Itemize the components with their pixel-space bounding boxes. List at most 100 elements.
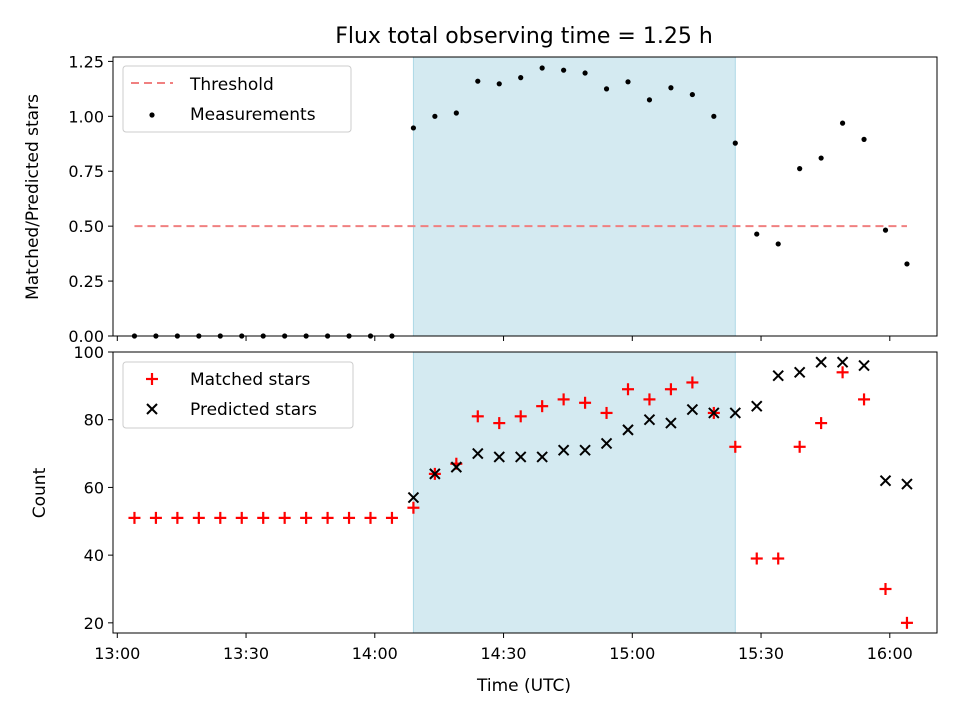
matched-star-point <box>343 511 356 524</box>
measurement-point <box>668 85 674 91</box>
measurement-point <box>732 140 738 146</box>
bottom-xtick-label: 13:30 <box>223 644 269 663</box>
bottom-y-axis-ticks: 20 40 60 80 100 <box>73 343 113 633</box>
predicted-star-point <box>557 444 570 456</box>
predicted-star-point <box>450 461 463 473</box>
predicted-star-point <box>622 424 634 436</box>
predicted-star-point <box>600 437 613 450</box>
matched-star-point <box>579 396 592 409</box>
top-ytick-label: 1.00 <box>68 107 104 126</box>
bottom-ytick-label: 80 <box>84 411 104 430</box>
matched-star-point <box>622 383 634 396</box>
measurement-point <box>475 78 481 84</box>
matched-star-point <box>171 511 184 524</box>
matched-star-point <box>729 440 742 453</box>
predicted-star-point <box>515 451 527 463</box>
measurement-point <box>818 155 824 161</box>
matched-star-point <box>900 616 913 629</box>
bottom-panel: 20 40 60 80 100 13:00 13:30 14:00 14:30 15:00 15:… <box>30 343 938 696</box>
matched-star-point <box>192 511 205 524</box>
predicted-star-point <box>901 478 913 490</box>
matched-star-point <box>793 440 806 453</box>
predicted-star-point <box>429 468 441 480</box>
top-y-axis-ticks: 0.00 0.25 0.50 0.75 1.00 1.25 <box>68 52 113 346</box>
measurements-legend-label: Measurements <box>190 105 316 125</box>
matched-star-point <box>643 393 656 406</box>
measurement-point <box>861 136 867 142</box>
bottom-xtick-label: 15:30 <box>738 644 784 663</box>
matched-star-point <box>493 417 506 430</box>
matched-star-point <box>836 366 849 379</box>
measurement-point <box>797 166 803 172</box>
matched-star-point <box>364 511 377 524</box>
observing-window-shade-top <box>412 56 736 337</box>
top-ytick-label: 0.00 <box>68 327 104 346</box>
matched-legend-swatch <box>146 373 158 385</box>
bottom-legend-box <box>122 361 354 429</box>
top-x-axis-ticks <box>116 336 891 341</box>
matched-star-point <box>772 552 785 565</box>
predicted-legend-label: Predicted stars <box>190 400 317 420</box>
chart-title: Flux total observing time = 1.25 h <box>335 24 713 49</box>
matched-star-point <box>750 552 763 565</box>
measurement-point <box>775 241 781 247</box>
measurement-point <box>496 81 502 87</box>
matched-star-point <box>300 511 313 524</box>
measurement-point <box>410 125 417 131</box>
bottom-ytick-label: 60 <box>84 478 104 497</box>
measurement-point <box>582 70 588 76</box>
measurement-point <box>518 75 524 81</box>
measurement-point <box>689 91 695 98</box>
matched-star-point <box>514 410 527 423</box>
top-axes-frame <box>112 56 938 337</box>
bottom-ytick-label: 20 <box>84 614 104 633</box>
bottom-xtick-label: 13:00 <box>94 644 140 663</box>
matched-star-point <box>257 511 270 524</box>
threshold-legend-label: Threshold <box>189 75 274 95</box>
matched-star-point <box>149 511 162 524</box>
predicted-star-point <box>751 400 763 412</box>
matched-star-point <box>128 511 141 524</box>
bottom-legend: Matched stars Predicted stars <box>122 361 354 429</box>
measurement-point <box>603 86 610 92</box>
predicted-star-point <box>579 444 591 456</box>
measurement-point <box>625 79 631 85</box>
predicted-star-point <box>879 474 892 487</box>
measurement-point <box>882 227 889 233</box>
measurement-point <box>754 231 760 237</box>
predicted-star-point <box>407 491 420 504</box>
bottom-xtick-label: 14:00 <box>352 644 398 663</box>
predicted-star-point <box>708 407 720 419</box>
top-ytick-label: 0.50 <box>68 217 104 236</box>
top-y-axis-label: Matched/Predicted stars <box>23 94 43 300</box>
count-points <box>128 356 913 629</box>
matched-star-point <box>321 511 334 524</box>
measurement-point <box>561 67 567 73</box>
measurement-point <box>539 65 545 71</box>
observing-window-shade-bottom <box>412 351 736 634</box>
measurement-point <box>839 120 846 126</box>
measurement-point <box>453 110 459 116</box>
measurement-point <box>646 97 653 103</box>
bottom-ytick-label: 100 <box>73 343 104 362</box>
bottom-xtick-label: 14:30 <box>480 644 526 663</box>
bottom-ytick-label: 40 <box>84 546 104 565</box>
predicted-legend-swatch <box>146 403 158 415</box>
matched-star-point <box>664 383 677 396</box>
bottom-x-axis-ticks: 13:00 13:30 14:00 14:30 15:00 15:30 16:00 <box>94 633 913 663</box>
top-ytick-label: 1.25 <box>68 52 104 71</box>
top-ytick-label: 0.25 <box>68 272 104 291</box>
predicted-star-point <box>836 356 849 368</box>
matched-star-point <box>536 400 549 413</box>
predicted-star-point <box>729 407 741 419</box>
matched-star-point <box>407 501 420 514</box>
bottom-xtick-label: 16:00 <box>867 644 913 663</box>
matched-legend-label: Matched stars <box>190 370 310 390</box>
top-legend: Threshold Measurements <box>122 65 352 133</box>
predicted-star-point <box>858 359 870 372</box>
matched-star-point <box>385 511 398 524</box>
matched-star-point <box>858 393 871 406</box>
matched-star-point <box>879 582 892 595</box>
predicted-star-point <box>772 369 784 382</box>
